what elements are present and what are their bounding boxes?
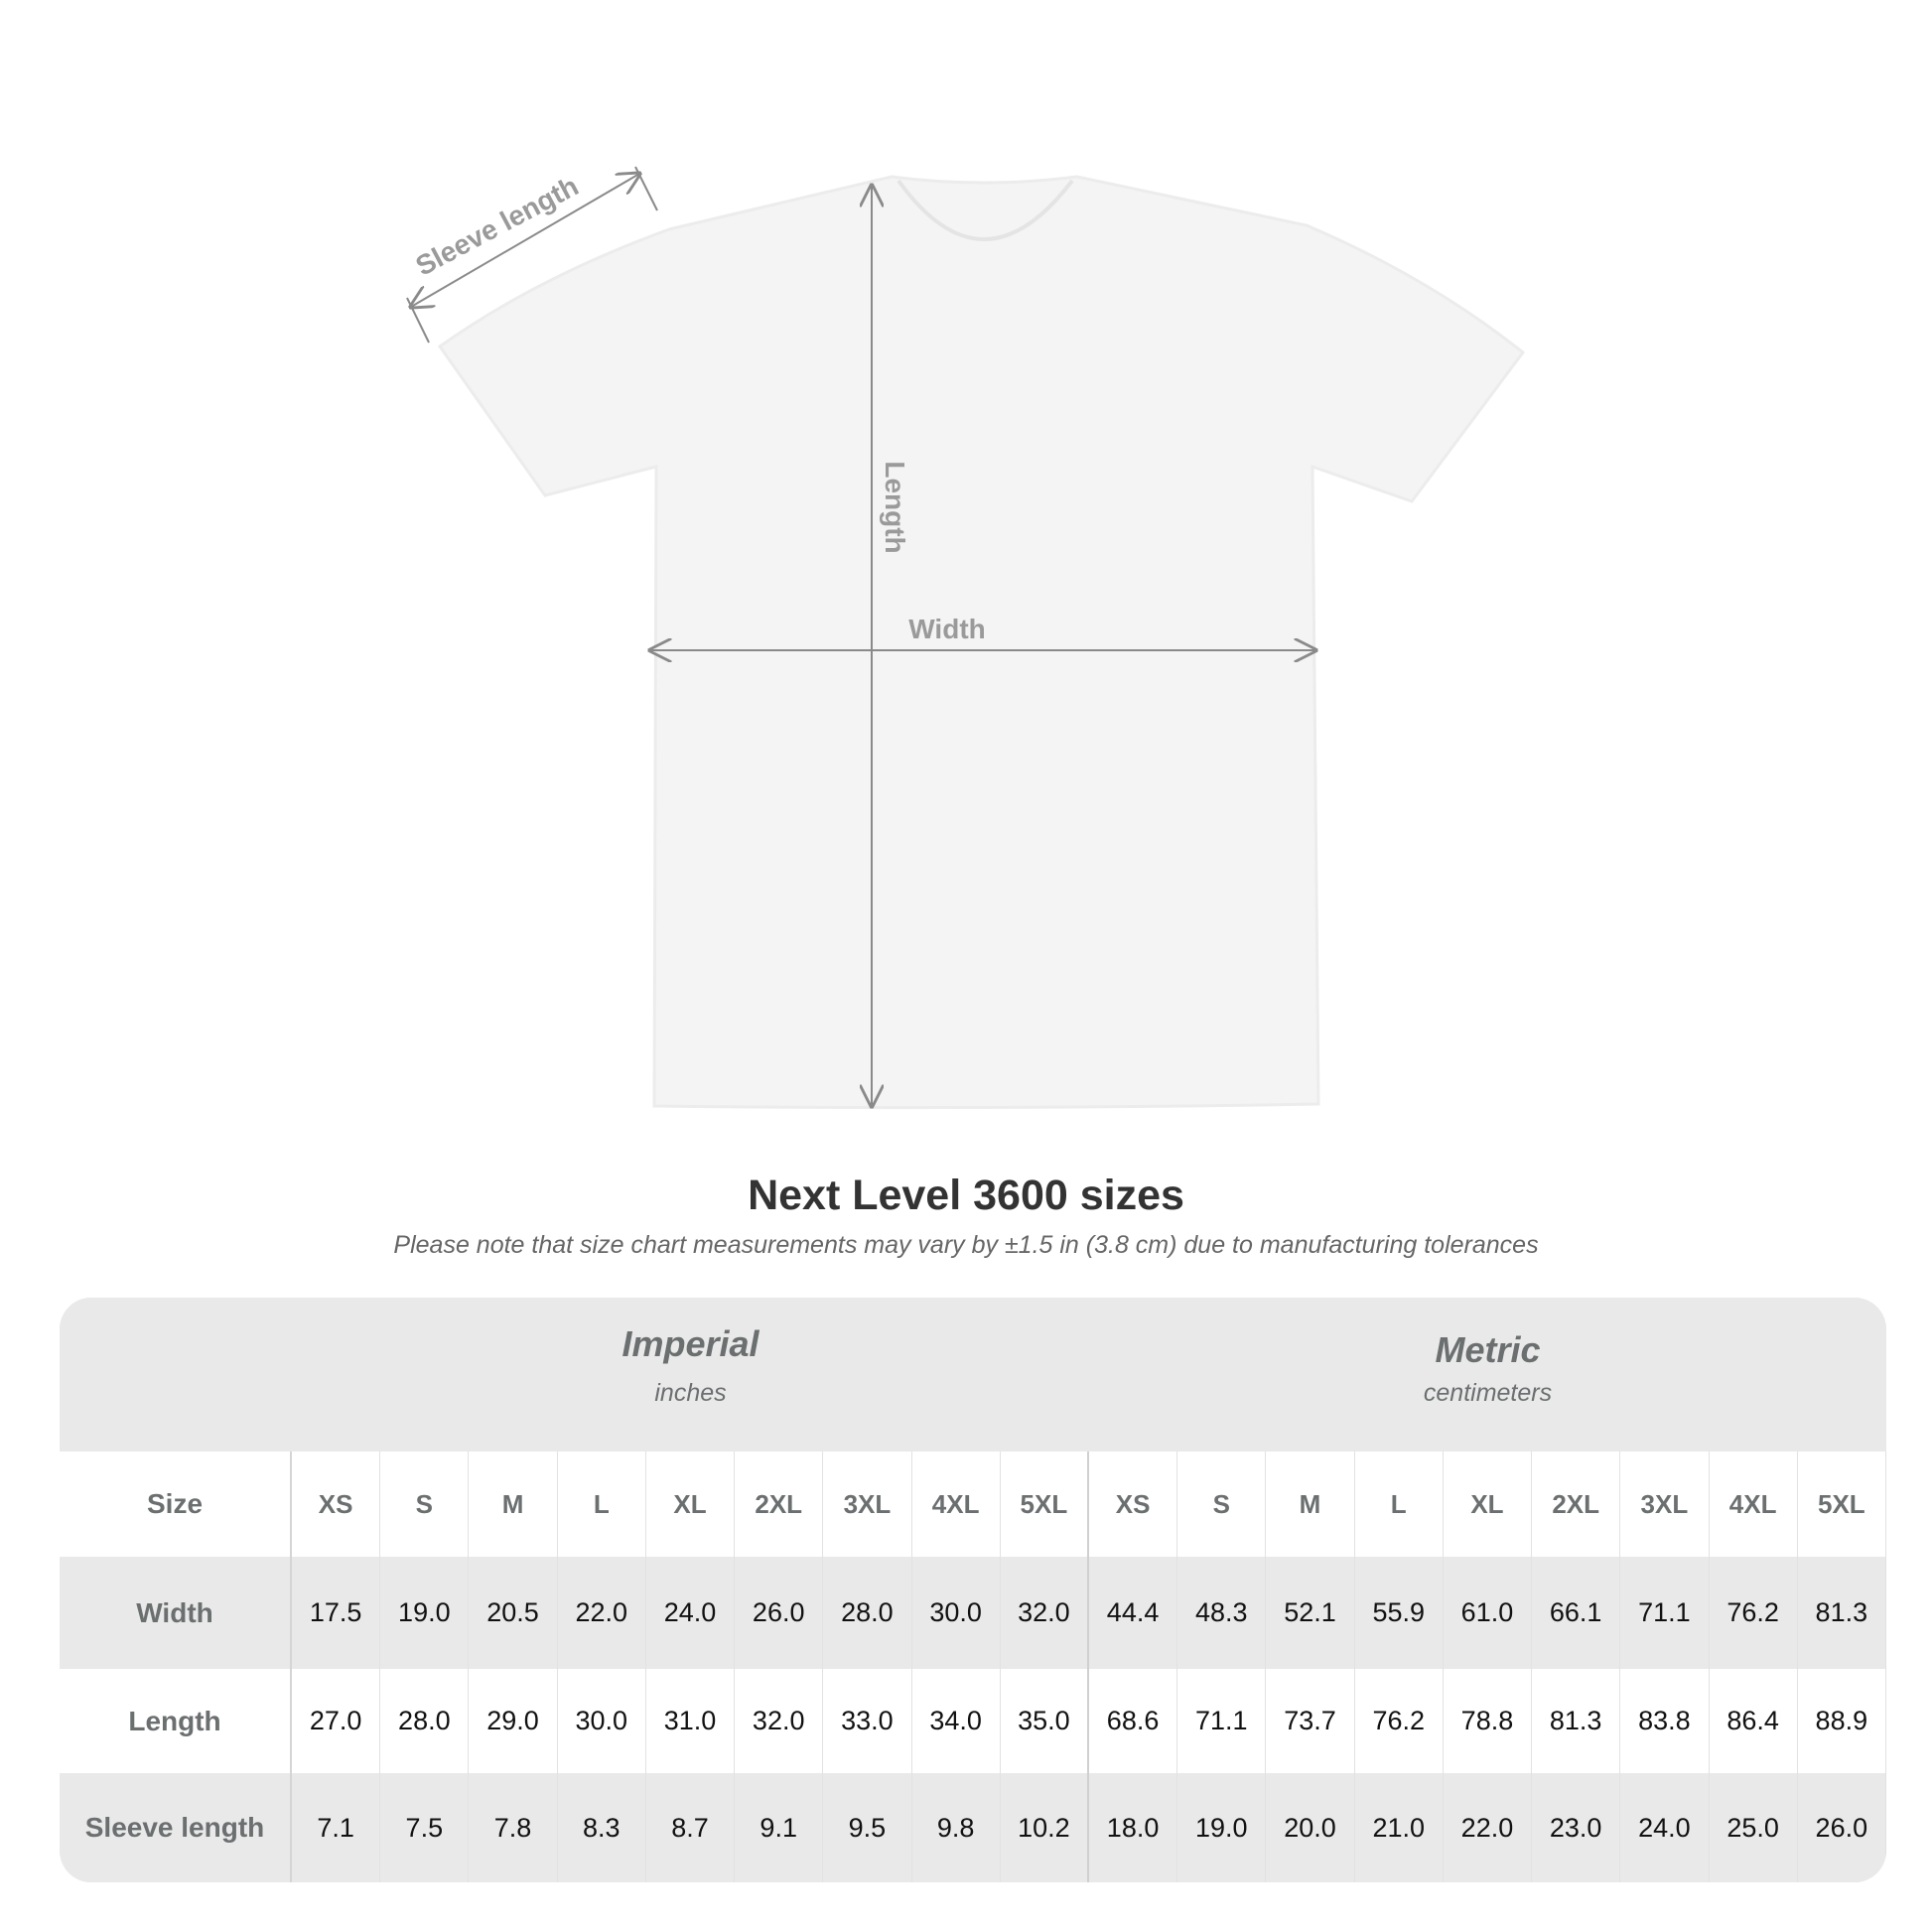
table-cell: 24.0 (1620, 1773, 1710, 1882)
sleeve-tick (634, 166, 658, 211)
table-cell: 4XL (1710, 1451, 1798, 1557)
table-cell: 5XL (1001, 1451, 1089, 1557)
table-cell: XL (1444, 1451, 1533, 1557)
table-cell: 73.7 (1266, 1669, 1355, 1773)
group-unit: centimeters (1423, 1379, 1553, 1407)
table-cell: 48.3 (1177, 1557, 1267, 1669)
table-cell: 30.0 (912, 1557, 1001, 1669)
width-label: Width (908, 614, 986, 644)
group-unit: inches (654, 1379, 727, 1407)
table-row: Length 27.0 28.0 29.0 30.0 31.0 32.0 33.0 34.0 3… (60, 1669, 1886, 1773)
table-cell: 71.1 (1620, 1557, 1710, 1669)
table-cell: 19.0 (380, 1557, 470, 1669)
tolerance-note: Please note that size chart measurements… (393, 1231, 1539, 1259)
table-cell: 81.3 (1532, 1669, 1621, 1773)
table-cell: 44.4 (1089, 1557, 1178, 1669)
table-cell: 9.1 (735, 1773, 824, 1882)
table-cell: 55.9 (1355, 1557, 1444, 1669)
row-label: Sleeve length (60, 1773, 292, 1882)
collar (897, 179, 1074, 241)
table-cell: 20.5 (469, 1557, 558, 1669)
table-cell: 24.0 (646, 1557, 736, 1669)
sleeve-tick (406, 297, 430, 344)
group-name: Imperial (621, 1323, 759, 1364)
group-name: Metric (1435, 1329, 1541, 1370)
table-cell: 4XL (912, 1451, 1001, 1557)
table-cell: 29.0 (469, 1669, 558, 1773)
table-cell: 9.8 (912, 1773, 1001, 1882)
table-cell: 26.0 (1798, 1773, 1886, 1882)
table-cell: 83.8 (1620, 1669, 1710, 1773)
table-cell: 8.3 (558, 1773, 646, 1882)
table-cell: 76.2 (1710, 1557, 1798, 1669)
imperial-group: Imperial inches (292, 1323, 1089, 1408)
table-cell: 71.1 (1177, 1669, 1267, 1773)
table-cell: 86.4 (1710, 1669, 1798, 1773)
size-table: Imperial inches Metric centimeters Size … (60, 1298, 1886, 1882)
table-cell: 20.0 (1266, 1773, 1355, 1882)
table-cell: 10.2 (1001, 1773, 1089, 1882)
table-cell: 34.0 (912, 1669, 1001, 1773)
table-cell: 31.0 (646, 1669, 736, 1773)
table-row: Width 17.5 19.0 20.5 22.0 24.0 26.0 28.0 30.0 32… (60, 1557, 1886, 1669)
table-cell: 76.2 (1355, 1669, 1444, 1773)
table-cell: XS (1089, 1451, 1178, 1557)
table-cell: 33.0 (823, 1669, 912, 1773)
table-cell: 22.0 (558, 1557, 646, 1669)
row-label: Size (60, 1451, 292, 1557)
table-cell: 88.9 (1798, 1669, 1886, 1773)
table-cell: 52.1 (1266, 1557, 1355, 1669)
table-cell: 26.0 (735, 1557, 824, 1669)
table-cell: 28.0 (380, 1669, 470, 1773)
metric-group: Metric centimeters (1089, 1329, 1886, 1408)
page-title: Next Level 3600 sizes (748, 1172, 1184, 1219)
table-cell: L (1355, 1451, 1444, 1557)
table-cell: 7.1 (292, 1773, 381, 1882)
table-cell: 30.0 (558, 1669, 646, 1773)
size-row: Size XS S M L XL 2XL 3XL 4XL 5XL XS S M L XL 2XL 3XL 4XL… (60, 1451, 1886, 1557)
table-cell: 7.8 (469, 1773, 558, 1882)
table-cell: 7.5 (380, 1773, 470, 1882)
row-label: Length (60, 1669, 292, 1773)
table-cell: 81.3 (1798, 1557, 1886, 1669)
table-cell: M (469, 1451, 558, 1557)
table-cell: 61.0 (1444, 1557, 1533, 1669)
table-cell: L (558, 1451, 646, 1557)
table-cell: 78.8 (1444, 1669, 1533, 1773)
table-cell: 2XL (735, 1451, 824, 1557)
tshirt-diagram: Width Length Sleeve length (406, 166, 1526, 1110)
table-cell: 23.0 (1532, 1773, 1621, 1882)
table-row: Sleeve length 7.1 7.5 7.8 8.3 8.7 9.1 9.5 9.8 10… (60, 1773, 1886, 1882)
table-cell: S (1177, 1451, 1267, 1557)
table-cell: 25.0 (1710, 1773, 1798, 1882)
table-cell: 3XL (1620, 1451, 1710, 1557)
length-label: Length (880, 461, 910, 553)
table-cell: XS (292, 1451, 381, 1557)
table-cell: 22.0 (1444, 1773, 1533, 1882)
table-cell: S (380, 1451, 470, 1557)
table-cell: 32.0 (735, 1669, 824, 1773)
table-cell: 27.0 (292, 1669, 381, 1773)
table-cell: 9.5 (823, 1773, 912, 1882)
sleeve-measure-line (411, 174, 639, 307)
sleeve-length-label: Sleeve length (411, 171, 584, 282)
table-cell: 66.1 (1532, 1557, 1621, 1669)
table-cell: 28.0 (823, 1557, 912, 1669)
table-cell: 18.0 (1089, 1773, 1178, 1882)
table-cell: 2XL (1532, 1451, 1621, 1557)
table-cell: 32.0 (1001, 1557, 1089, 1669)
table-cell: 35.0 (1001, 1669, 1089, 1773)
table-cell: 5XL (1798, 1451, 1886, 1557)
unit-header: Imperial inches Metric centimeters (60, 1298, 1886, 1451)
row-label: Width (60, 1557, 292, 1669)
table-cell: 8.7 (646, 1773, 736, 1882)
table-cell: 21.0 (1355, 1773, 1444, 1882)
table-cell: 3XL (823, 1451, 912, 1557)
table-cell: XL (646, 1451, 736, 1557)
table-cell: M (1266, 1451, 1355, 1557)
table-cell: 19.0 (1177, 1773, 1267, 1882)
table-cell: 17.5 (292, 1557, 381, 1669)
table-cell: 68.6 (1089, 1669, 1178, 1773)
